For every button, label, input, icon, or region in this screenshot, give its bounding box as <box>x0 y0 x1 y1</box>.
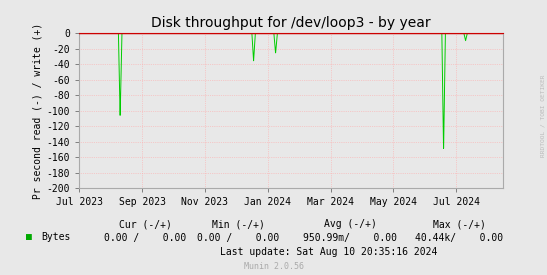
Text: Max (-/+): Max (-/+) <box>433 219 486 229</box>
Y-axis label: Pr second read (-) / write (+): Pr second read (-) / write (+) <box>33 23 43 199</box>
Text: Cur (-/+): Cur (-/+) <box>119 219 171 229</box>
Text: 0.00 /    0.00: 0.00 / 0.00 <box>104 233 186 243</box>
Text: 950.99m/    0.00: 950.99m/ 0.00 <box>303 233 397 243</box>
Text: Last update: Sat Aug 10 20:35:16 2024: Last update: Sat Aug 10 20:35:16 2024 <box>219 247 437 257</box>
Text: 0.00 /    0.00: 0.00 / 0.00 <box>197 233 279 243</box>
Text: Bytes: Bytes <box>41 232 71 241</box>
Text: ■: ■ <box>26 232 32 241</box>
Text: Min (-/+): Min (-/+) <box>212 219 264 229</box>
Text: Avg (-/+): Avg (-/+) <box>324 219 376 229</box>
Title: Disk throughput for /dev/loop3 - by year: Disk throughput for /dev/loop3 - by year <box>152 16 431 31</box>
Text: 40.44k/    0.00: 40.44k/ 0.00 <box>415 233 504 243</box>
Text: Munin 2.0.56: Munin 2.0.56 <box>243 262 304 271</box>
Text: RRDTOOL / TOBI OETIKER: RRDTOOL / TOBI OETIKER <box>541 74 546 157</box>
